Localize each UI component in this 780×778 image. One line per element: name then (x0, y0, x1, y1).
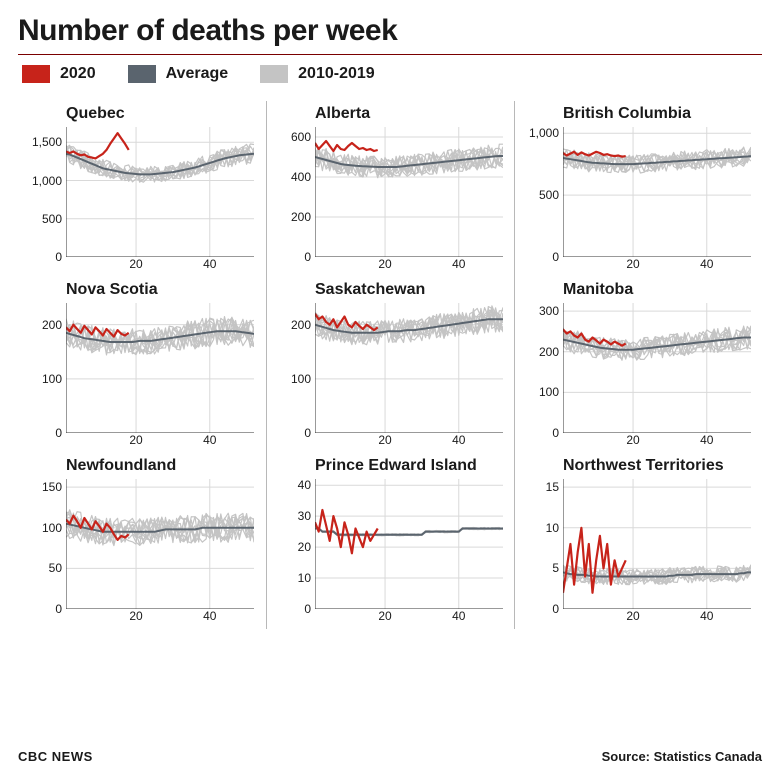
panel: British Columbia 0 500 1,000 20 40 (514, 101, 762, 277)
x-tick-label: 40 (700, 609, 713, 623)
legend-item: 2010-2019 (260, 65, 375, 83)
y-tick-label: 400 (291, 170, 311, 184)
chart-svg (66, 479, 254, 609)
legend-swatch (22, 65, 50, 83)
page-title: Number of deaths per week (18, 14, 762, 48)
y-tick-label: 200 (42, 318, 62, 332)
y-tick-label: 50 (49, 561, 62, 575)
chart-svg (315, 303, 503, 433)
x-tick-label: 20 (626, 609, 639, 623)
y-tick-label: 0 (552, 426, 559, 440)
x-tick-label: 20 (378, 433, 391, 447)
panel-title: Prince Edward Island (315, 457, 508, 475)
panel-grid: Quebec05001,0001,5002040Alberta020040060… (18, 101, 762, 629)
chart-svg (315, 479, 503, 609)
y-tick-label: 100 (291, 372, 311, 386)
legend-item: Average (128, 65, 229, 83)
legend-item: 2020 (22, 65, 96, 83)
panel-title: Manitoba (563, 281, 756, 299)
y-tick-label: 0 (304, 602, 311, 616)
x-tick-label: 40 (700, 433, 713, 447)
chart-svg (66, 127, 254, 257)
legend-label: 2020 (60, 65, 96, 83)
y-tick-label: 30 (298, 509, 311, 523)
y-tick-label: 5 (552, 561, 559, 575)
legend-label: Average (166, 65, 229, 83)
panel-title: Newfoundland (66, 457, 260, 475)
x-tick-label: 40 (452, 433, 465, 447)
x-tick-label: 40 (452, 609, 465, 623)
y-tick-label: 1,000 (32, 174, 62, 188)
panel-title: Saskatchewan (315, 281, 508, 299)
footer-source-right: Source: Statistics Canada (602, 749, 762, 764)
footer-source-left: CBC NEWS (18, 749, 93, 764)
panel-title: Northwest Territories (563, 457, 756, 475)
y-tick-label: 0 (304, 250, 311, 264)
y-tick-label: 0 (552, 602, 559, 616)
y-tick-label: 0 (55, 602, 62, 616)
x-tick-label: 20 (626, 257, 639, 271)
y-tick-label: 1,500 (32, 135, 62, 149)
y-tick-label: 200 (539, 345, 559, 359)
panel: Prince Edward Island 0 10 20 30 40 20 40 (266, 453, 514, 629)
y-tick-label: 100 (42, 372, 62, 386)
legend-label: 2010-2019 (298, 65, 375, 83)
panel: Newfoundland 0 50 100 150 20 40 (18, 453, 266, 629)
y-tick-label: 40 (298, 478, 311, 492)
y-tick-label: 150 (42, 480, 62, 494)
legend-swatch (128, 65, 156, 83)
panel: Manitoba 0 100 200 300 20 40 (514, 277, 762, 453)
y-tick-label: 0 (55, 426, 62, 440)
x-tick-label: 40 (203, 257, 216, 271)
chart-svg (563, 303, 751, 433)
title-rule (18, 54, 762, 55)
y-tick-label: 10 (546, 521, 559, 535)
y-tick-label: 1,000 (529, 126, 559, 140)
y-tick-label: 15 (546, 480, 559, 494)
y-tick-label: 500 (539, 188, 559, 202)
x-tick-label: 40 (203, 433, 216, 447)
y-tick-label: 200 (291, 318, 311, 332)
y-tick-label: 0 (304, 426, 311, 440)
y-tick-label: 100 (42, 521, 62, 535)
x-tick-label: 20 (129, 257, 142, 271)
y-tick-label: 0 (55, 250, 62, 264)
y-tick-label: 10 (298, 571, 311, 585)
chart-svg (66, 303, 254, 433)
y-tick-label: 600 (291, 130, 311, 144)
y-tick-label: 200 (291, 210, 311, 224)
y-tick-label: 500 (42, 212, 62, 226)
panel: Saskatchewan 0 100 200 20 40 (266, 277, 514, 453)
panel-title: Alberta (315, 105, 508, 123)
x-tick-label: 20 (378, 609, 391, 623)
legend: 2020 Average 2010-2019 (18, 65, 762, 83)
x-tick-label: 20 (626, 433, 639, 447)
x-tick-label: 40 (452, 257, 465, 271)
x-tick-label: 20 (129, 433, 142, 447)
panel: Quebec 0 500 1,000 1,500 20 40 (18, 101, 266, 277)
footer: CBC NEWS Source: Statistics Canada (18, 749, 762, 764)
panel-title: British Columbia (563, 105, 756, 123)
legend-swatch (260, 65, 288, 83)
panel: Alberta 0 200 400 600 20 40 (266, 101, 514, 277)
chart-svg (563, 479, 751, 609)
x-tick-label: 40 (203, 609, 216, 623)
y-tick-label: 100 (539, 385, 559, 399)
panel-title: Nova Scotia (66, 281, 260, 299)
x-tick-label: 20 (378, 257, 391, 271)
panel-title: Quebec (66, 105, 260, 123)
y-tick-label: 20 (298, 540, 311, 554)
chart-svg (563, 127, 751, 257)
chart-svg (315, 127, 503, 257)
panel: Northwest Territories 0 5 10 15 20 40 (514, 453, 762, 629)
y-tick-label: 300 (539, 304, 559, 318)
x-tick-label: 40 (700, 257, 713, 271)
x-tick-label: 20 (129, 609, 142, 623)
panel: Nova Scotia 0 100 200 20 40 (18, 277, 266, 453)
y-tick-label: 0 (552, 250, 559, 264)
